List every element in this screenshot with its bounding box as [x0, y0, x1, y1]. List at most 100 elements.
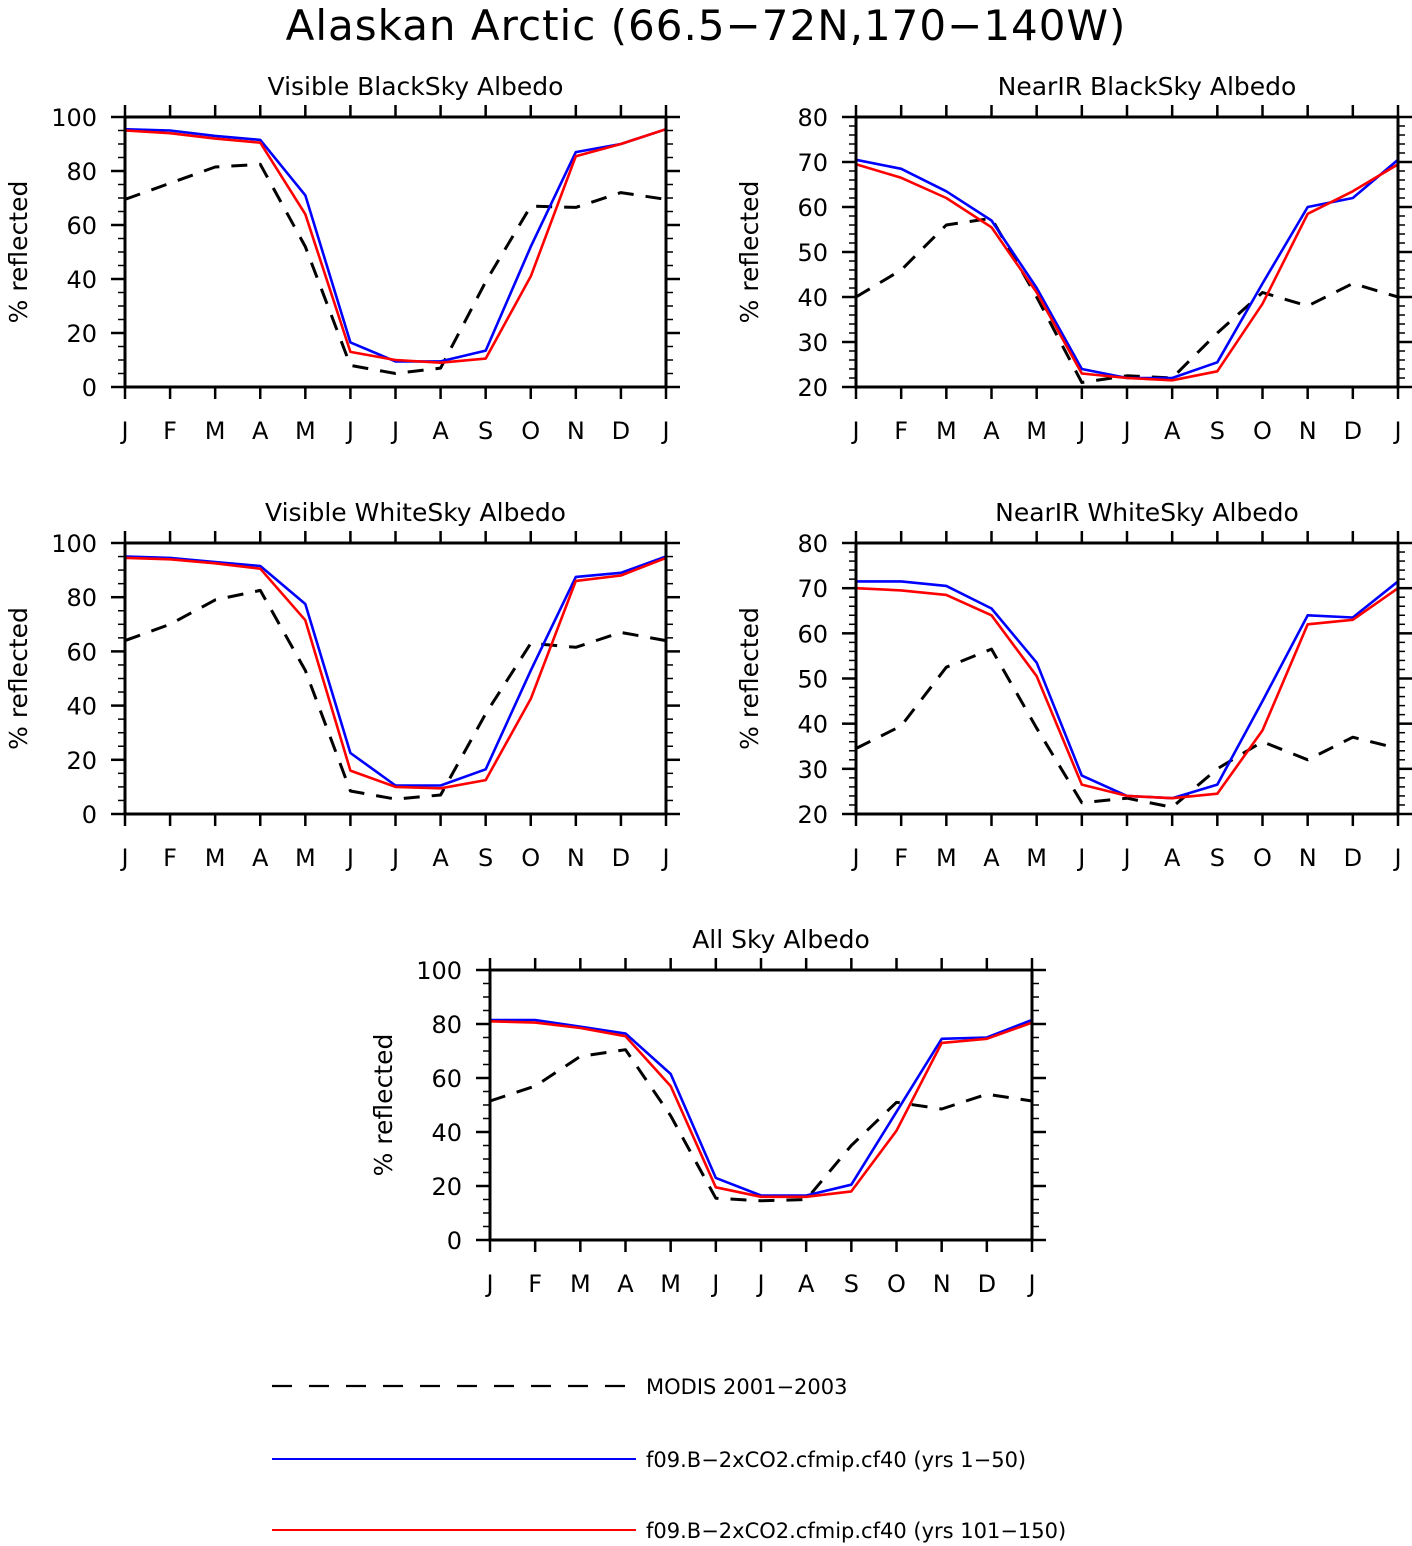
plot-frame: [123, 115, 668, 389]
x-tick-label: N: [567, 844, 585, 872]
series-line-yrs-1-50: [124, 127, 667, 363]
y-axis-label: % reflected: [4, 607, 33, 750]
y-tick-label: 80: [797, 530, 828, 558]
series-line-yrs-1-50: [490, 1018, 1033, 1197]
x-tick-label: S: [478, 844, 493, 872]
x-tick-label: A: [252, 417, 269, 445]
series-line-yrs-1-50: [124, 555, 667, 787]
y-axis-label: % reflected: [369, 1034, 398, 1177]
x-tick-label: F: [528, 1270, 542, 1298]
y-tick-label: 50: [797, 666, 828, 694]
panel-title: Visible WhiteSky Albedo: [265, 498, 566, 527]
y-tick-label: 40: [797, 711, 828, 739]
x-tick-label: A: [617, 1270, 634, 1298]
y-tick-label: 80: [431, 1011, 462, 1039]
x-tick-label: A: [432, 844, 449, 872]
plot-frame: [854, 115, 1400, 389]
x-tick-label: J: [850, 417, 859, 445]
y-tick-label: 60: [797, 620, 828, 648]
x-tick-label: D: [612, 417, 630, 445]
legend: MODIS 2001−2003 f09.B−2xCO2.cfmip.cf40 (…: [272, 1375, 1066, 1543]
y-tick-label: 30: [797, 329, 828, 357]
legend-label-modis: MODIS 2001−2003: [646, 1375, 848, 1399]
x-tick-label: A: [983, 417, 1000, 445]
y-tick-label: 60: [66, 638, 97, 666]
x-tick-label: J: [345, 844, 354, 872]
x-tick-label: F: [894, 844, 908, 872]
x-tick-label: M: [295, 417, 316, 445]
legend-label-yrs-1-50: f09.B−2xCO2.cfmip.cf40 (yrs 1−50): [646, 1448, 1026, 1472]
y-tick-label: 50: [797, 239, 828, 267]
x-tick-label: J: [710, 1270, 719, 1298]
x-tick-label: J: [1026, 1270, 1035, 1298]
plot-frame: [488, 968, 1034, 1242]
y-tick-label: 40: [797, 284, 828, 312]
series-line-yrs-101-150: [489, 1020, 1033, 1199]
series-line-yrs-101-150: [855, 586, 1399, 800]
x-tick-label: J: [390, 844, 399, 872]
x-tick-label: M: [936, 417, 957, 445]
y-tick-label: 20: [797, 801, 828, 829]
y-tick-label: 20: [66, 320, 97, 348]
x-tick-label: O: [1253, 417, 1272, 445]
y-tick-label: 100: [51, 530, 97, 558]
plot-frame: [123, 541, 668, 816]
y-tick-label: 20: [797, 374, 828, 402]
y-tick-label: 80: [66, 158, 97, 186]
x-tick-label: J: [755, 1270, 764, 1298]
x-tick-label: A: [1164, 844, 1181, 872]
x-tick-label: J: [1392, 844, 1401, 872]
panel-title: NearIR WhiteSky Albedo: [995, 498, 1299, 527]
x-tick-label: D: [1344, 417, 1362, 445]
x-tick-label: M: [936, 844, 957, 872]
x-tick-label: D: [612, 844, 630, 872]
x-tick-label: O: [521, 417, 540, 445]
x-tick-label: A: [1164, 417, 1181, 445]
x-tick-label: S: [844, 1270, 859, 1298]
x-tick-label: J: [1076, 844, 1085, 872]
x-tick-label: A: [432, 417, 449, 445]
x-tick-label: O: [887, 1270, 906, 1298]
x-tick-label: M: [570, 1270, 591, 1298]
x-tick-label: J: [345, 417, 354, 445]
x-tick-label: J: [1392, 417, 1401, 445]
panel-title: NearIR BlackSky Albedo: [998, 72, 1297, 101]
x-tick-label: J: [850, 844, 859, 872]
x-tick-label: N: [1299, 417, 1317, 445]
x-tick-label: J: [1121, 844, 1130, 872]
x-tick-label: J: [390, 417, 399, 445]
series-line-modis: [855, 647, 1399, 809]
x-tick-label: N: [1299, 844, 1317, 872]
x-tick-label: M: [1026, 844, 1047, 872]
series-line-modis: [124, 588, 667, 801]
y-axis-label: % reflected: [4, 181, 33, 324]
x-tick-label: F: [894, 417, 908, 445]
x-tick-label: M: [205, 844, 226, 872]
y-tick-label: 60: [431, 1065, 462, 1093]
x-tick-label: J: [660, 844, 669, 872]
x-tick-label: F: [163, 844, 177, 872]
y-tick-label: 20: [431, 1173, 462, 1201]
x-tick-label: O: [521, 844, 540, 872]
series-line-yrs-101-150: [124, 556, 667, 790]
y-tick-label: 0: [447, 1227, 462, 1255]
x-tick-label: A: [983, 844, 1000, 872]
y-tick-label: 70: [797, 149, 828, 177]
x-tick-label: S: [1210, 844, 1225, 872]
y-tick-label: 0: [82, 374, 97, 402]
x-tick-label: N: [567, 417, 585, 445]
series-line-yrs-1-50: [856, 580, 1399, 800]
x-tick-label: M: [295, 844, 316, 872]
x-tick-label: A: [798, 1270, 815, 1298]
y-axis-label: % reflected: [735, 181, 764, 324]
series-line-yrs-101-150: [124, 127, 667, 365]
y-tick-label: 100: [416, 957, 462, 985]
y-tick-label: 70: [797, 575, 828, 603]
x-tick-label: A: [252, 844, 269, 872]
